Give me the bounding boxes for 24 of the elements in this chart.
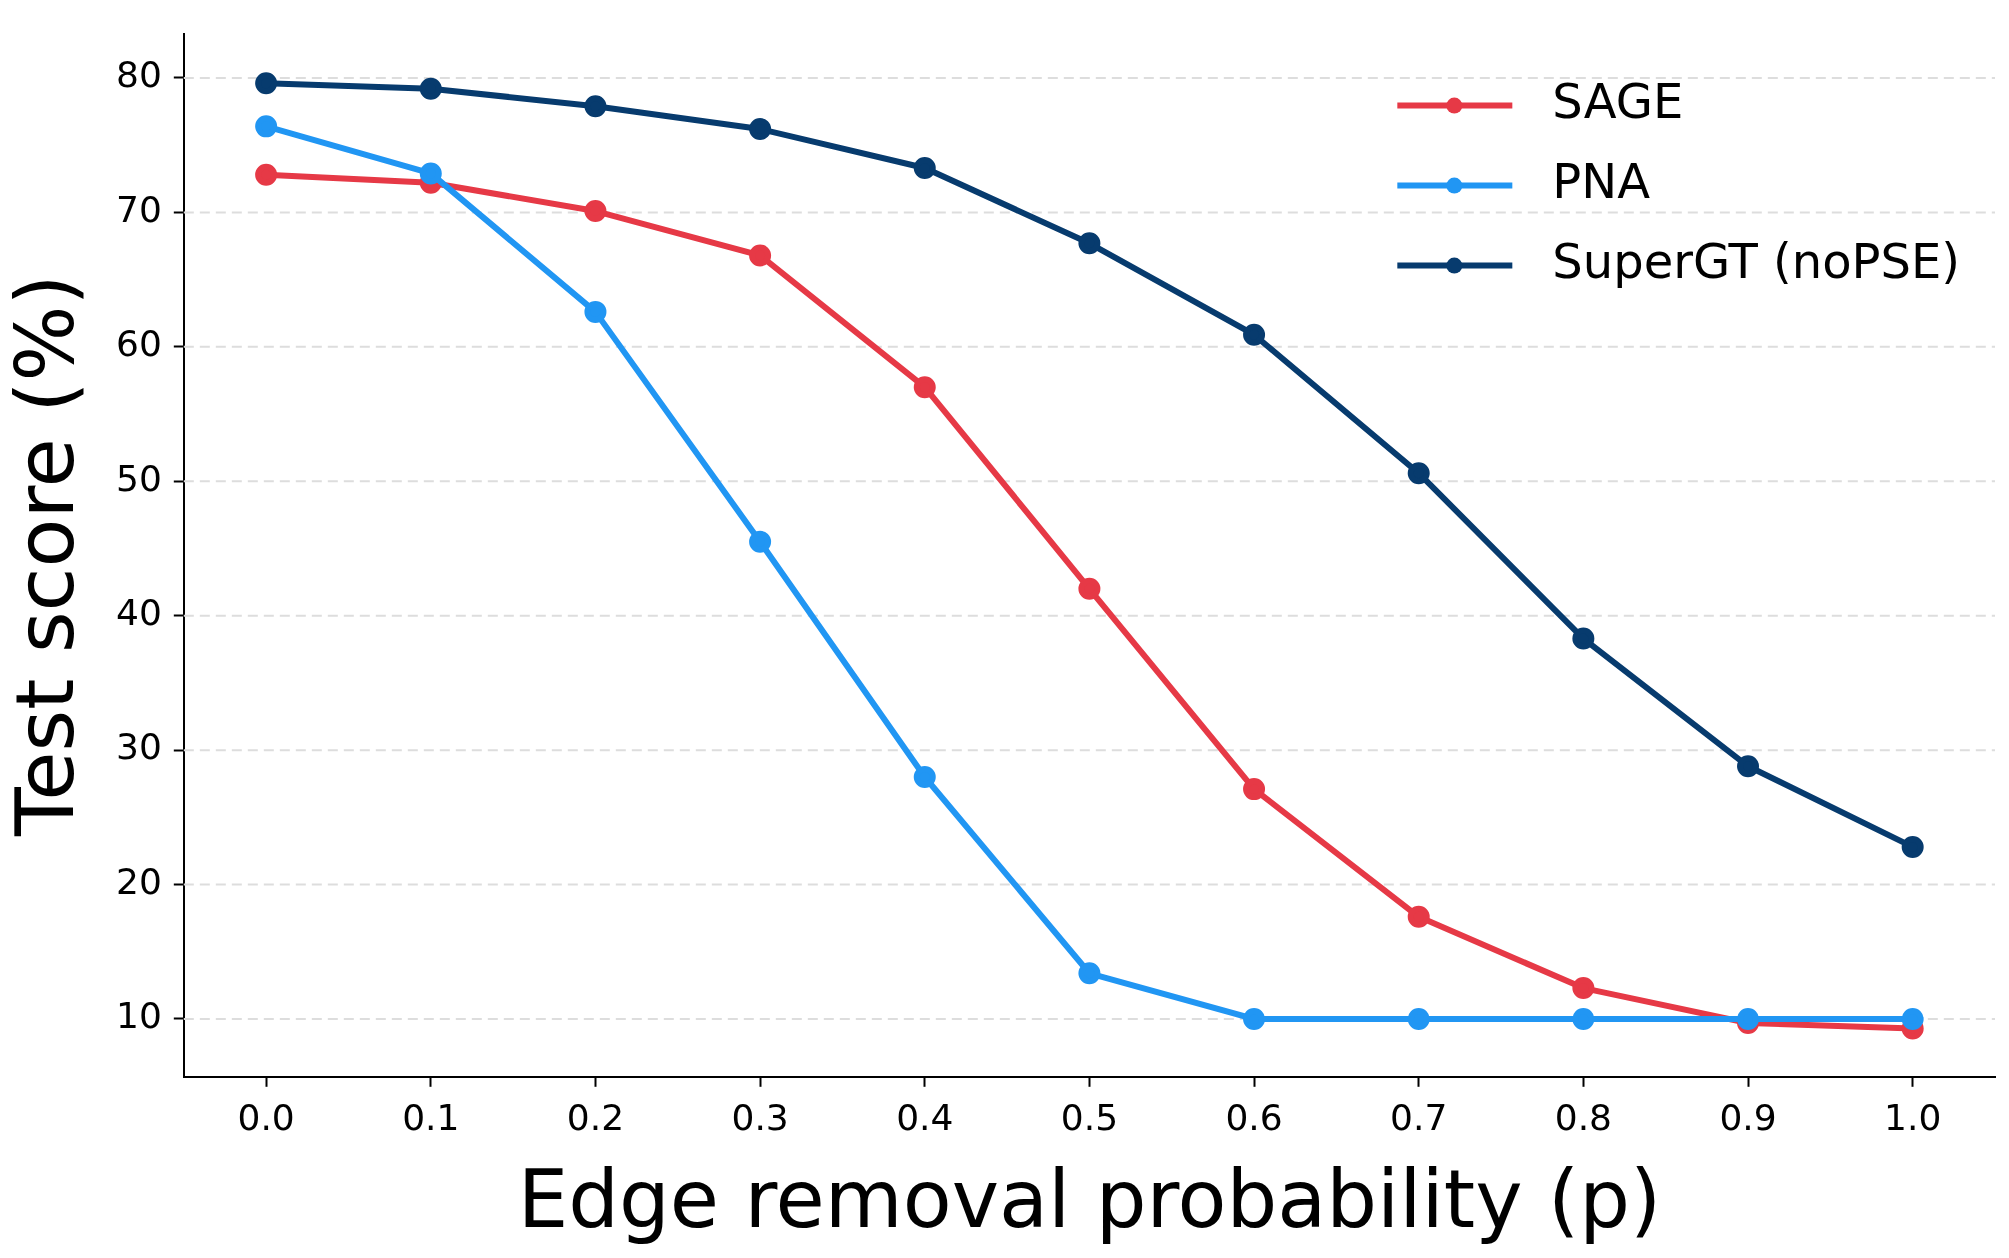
y-tick-label: 70: [116, 188, 162, 230]
x-tick-label: 0.1: [402, 1096, 460, 1138]
legend-label: SAGE: [1552, 73, 1684, 130]
x-tick-label: 0.8: [1554, 1096, 1612, 1138]
y-axis-title: Test score (%): [0, 274, 92, 838]
x-tick-label: 0.6: [1225, 1096, 1283, 1138]
x-tick-label: 0.7: [1390, 1096, 1448, 1138]
x-tick-label: 0.5: [1060, 1096, 1119, 1138]
y-tick-label: 50: [116, 457, 162, 499]
legend-label: SuperGT (noPSE): [1552, 233, 1960, 290]
x-tick-label: 0.2: [566, 1096, 625, 1138]
x-tick-label: 1.0: [1884, 1096, 1942, 1138]
y-tick-label: 10: [116, 995, 162, 1037]
x-axis-title: Edge removal probability (p): [517, 1152, 1662, 1246]
y-tick-label: 60: [116, 323, 162, 365]
legend-label: PNA: [1552, 153, 1651, 210]
y-tick-label: 80: [116, 54, 162, 96]
x-tick-label: 0.3: [731, 1096, 789, 1138]
y-tick-label: 30: [116, 726, 162, 768]
y-tick-label: 20: [116, 860, 162, 902]
x-tick-label: 0.4: [896, 1096, 954, 1138]
y-tick-label: 40: [116, 592, 162, 634]
x-tick-label: 0.9: [1719, 1096, 1777, 1138]
x-tick-label: 0.0: [237, 1096, 295, 1138]
